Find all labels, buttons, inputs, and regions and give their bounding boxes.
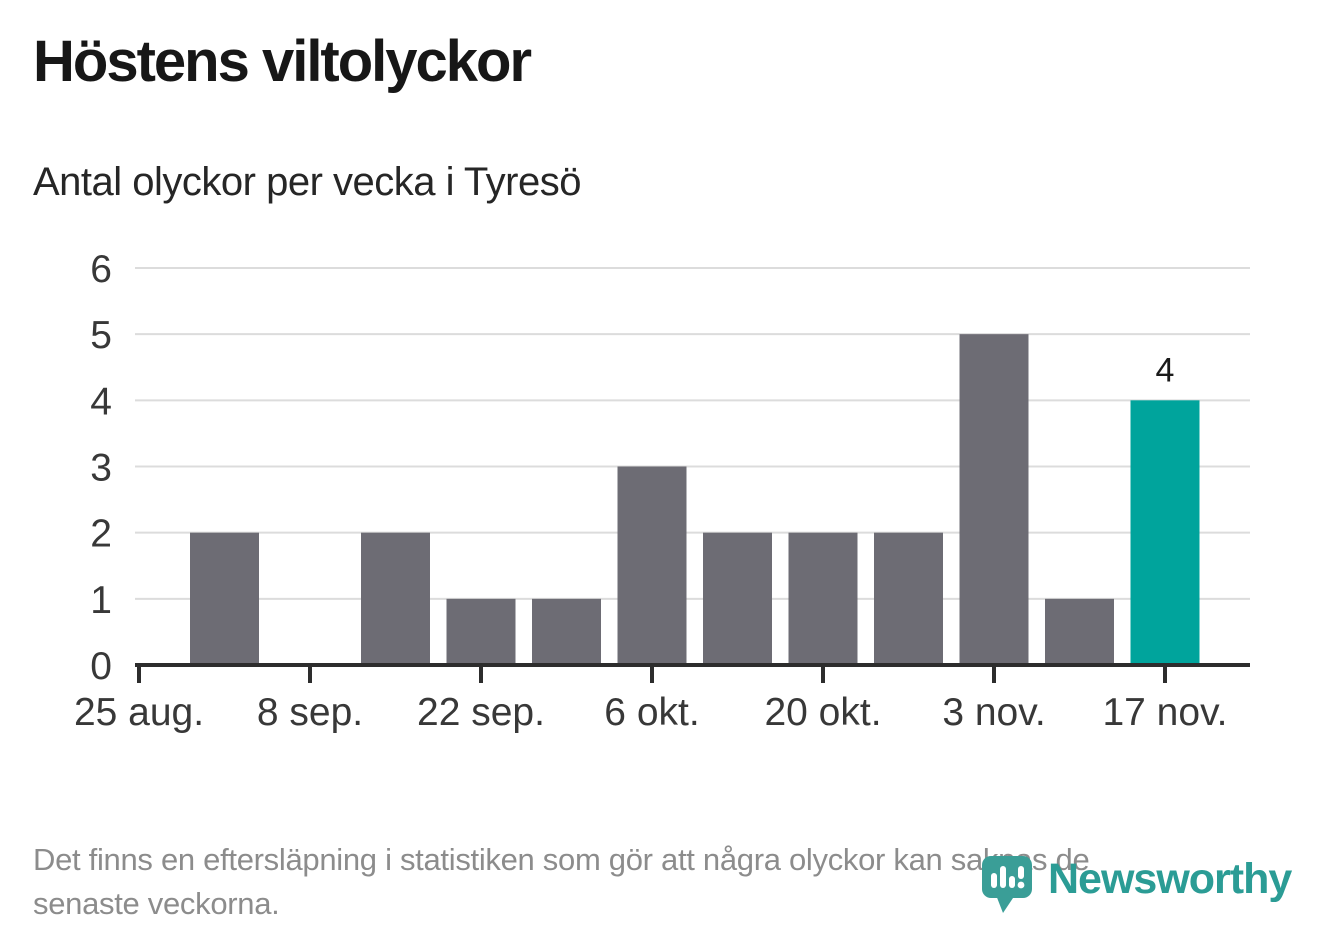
x-tick-label: 3 nov.	[942, 691, 1045, 734]
bar	[361, 532, 430, 665]
chart-subtitle: Antal olyckor per vecka i Tyresö	[33, 160, 581, 204]
newsworthy-logo-icon	[982, 856, 1032, 913]
x-tick-label: 6 okt.	[604, 691, 699, 734]
y-tick-label: 6	[90, 248, 112, 291]
logo-bar-2	[1000, 866, 1006, 888]
bar	[703, 532, 772, 665]
x-tick-label: 8 sep.	[257, 691, 363, 734]
highlight-bar	[1130, 400, 1200, 665]
y-tick-label: 0	[90, 645, 112, 688]
y-tick-label: 2	[90, 513, 112, 556]
footnote-line-2: senaste veckorna.	[33, 886, 280, 921]
y-tick-label: 1	[90, 579, 112, 622]
x-tick-label: 22 sep.	[417, 691, 545, 734]
x-tick-label: 20 okt.	[764, 691, 881, 734]
brand-logo: Newsworthy	[982, 855, 1292, 914]
bar-chart-svg: 0 1 2 3 4 5 6 25 aug. 8 sep. 22 sep. 6 okt. 20 okt.…	[74, 248, 1250, 734]
x-tick-label: 17 nov.	[1102, 691, 1227, 734]
bar	[190, 532, 259, 665]
bar	[1045, 598, 1114, 665]
logo-bar-1	[991, 873, 997, 888]
brand-wordmark: Newsworthy	[1048, 855, 1292, 903]
logo-bubble-shape	[982, 856, 1032, 898]
bar-chart: 0 1 2 3 4 5 6 25 aug. 8 sep. 22 sep. 6 okt. 20 okt.…	[0, 230, 1322, 750]
footnote-line-1: Det finns en eftersläpning i statistiken…	[33, 842, 1090, 877]
bar	[446, 598, 516, 665]
y-tick-label: 3	[90, 446, 112, 489]
bar	[959, 334, 1029, 665]
logo-exclamation-stroke	[1018, 866, 1024, 879]
chart-title: Höstens viltolyckor	[33, 29, 532, 94]
bar	[532, 598, 601, 665]
footnote: Det finns en eftersläpning i statistiken…	[33, 838, 1090, 926]
y-tick-label: 4	[90, 380, 112, 423]
logo-exclamation-dot	[1017, 881, 1025, 889]
bar	[874, 532, 943, 665]
logo-bubble-tail	[996, 895, 1015, 913]
bar	[617, 466, 687, 665]
logo-bar-3	[1009, 876, 1015, 888]
bar	[788, 532, 858, 665]
y-tick-label: 5	[90, 314, 112, 357]
x-tick-label: 25 aug.	[74, 691, 204, 734]
bar-value-label: 4	[1156, 351, 1175, 389]
